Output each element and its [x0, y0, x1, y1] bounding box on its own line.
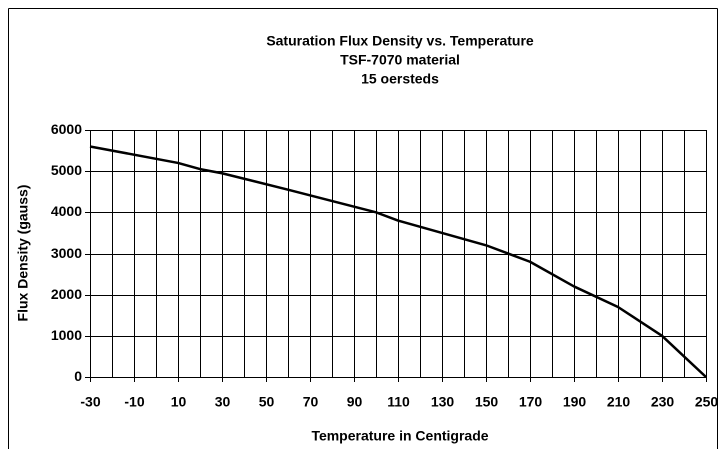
y-tick-label: 5000	[51, 162, 82, 178]
x-tick-label: 50	[259, 394, 275, 410]
y-axis-label: Flux Density (gauss)	[15, 185, 31, 322]
chart-title: TSF-7070 material	[340, 52, 460, 68]
x-tick-label: 30	[215, 394, 231, 410]
y-tick-label: 3000	[51, 245, 82, 261]
x-tick-label: -30	[80, 394, 100, 410]
x-tick-label: 150	[475, 394, 499, 410]
x-tick-label: 130	[431, 394, 455, 410]
x-tick-label: 230	[651, 394, 675, 410]
y-tick-label: 0	[74, 368, 82, 384]
chart-title: Saturation Flux Density vs. Temperature	[266, 33, 534, 49]
y-tick-label: 4000	[51, 203, 82, 219]
y-tick-label: 6000	[51, 121, 82, 137]
x-tick-label: 210	[607, 394, 631, 410]
x-tick-label: 170	[519, 394, 543, 410]
x-tick-label: 70	[303, 394, 319, 410]
x-tick-label: 10	[171, 394, 187, 410]
x-axis-label: Temperature in Centigrade	[311, 428, 488, 444]
y-tick-label: 2000	[51, 286, 82, 302]
x-tick-label: -10	[124, 394, 144, 410]
chart-title: 15 oersteds	[361, 71, 439, 87]
line-series	[89, 145, 707, 378]
x-tick-label: 190	[563, 394, 587, 410]
x-tick-label: 90	[347, 394, 363, 410]
y-tick-label: 1000	[51, 327, 82, 343]
x-tick-label: 110	[387, 394, 410, 410]
x-tick-label: 250	[695, 394, 719, 410]
